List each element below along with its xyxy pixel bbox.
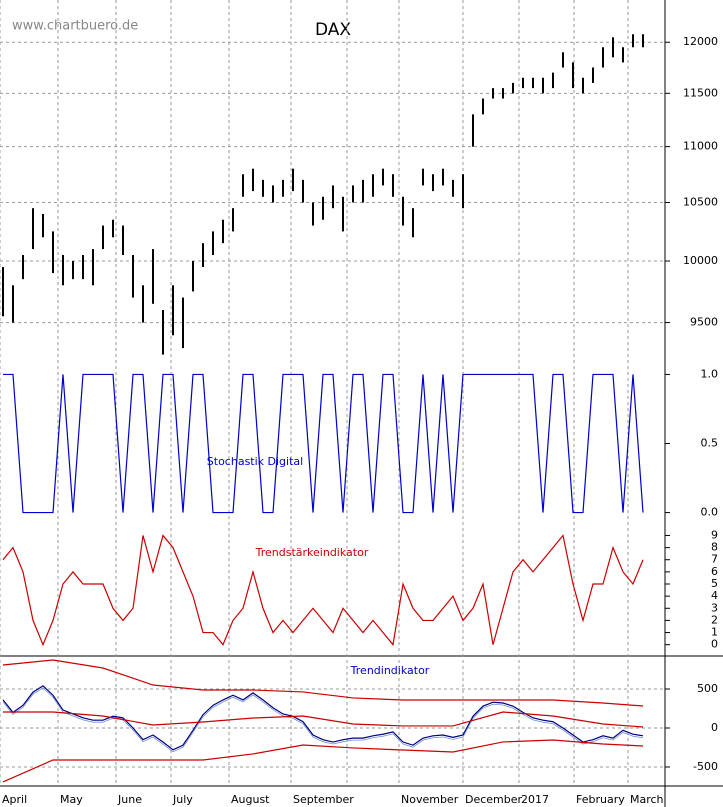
y-tick-label: 7 xyxy=(711,553,718,566)
y-tick-label: 11500 xyxy=(683,86,718,99)
panel-title: Trendindikator xyxy=(350,664,430,677)
y-tick-label: 10500 xyxy=(683,195,718,208)
y-tick-label: -500 xyxy=(693,760,718,773)
x-tick-label: November xyxy=(401,793,459,806)
y-tick-label: 1.0 xyxy=(701,367,719,380)
x-tick-label: May xyxy=(60,793,83,806)
x-tick-label: August xyxy=(231,793,270,806)
trend-line xyxy=(2,659,644,707)
y-tick-label: 6 xyxy=(711,565,718,578)
x-tick-label: March xyxy=(630,793,664,806)
y-tick-label: 1 xyxy=(711,626,718,639)
indicator-line xyxy=(2,534,644,647)
y-tick-label: 9 xyxy=(711,528,718,541)
x-tick-label: February xyxy=(576,793,625,806)
y-tick-label: 5 xyxy=(711,577,718,590)
trend-line-shadow xyxy=(2,687,644,753)
x-tick-label: September xyxy=(293,793,354,806)
trend-line xyxy=(3,711,644,728)
y-tick-label: 8 xyxy=(711,541,718,554)
x-tick-label: July xyxy=(172,793,193,806)
chart-title: DAX xyxy=(315,20,351,40)
y-tick-label: 4 xyxy=(711,589,718,602)
y-tick-label: 0 xyxy=(711,638,718,651)
panel-title: Stochastik Digital xyxy=(207,455,303,468)
x-tick-label: 2017 xyxy=(521,793,549,806)
x-tick-label: April xyxy=(2,793,27,806)
y-tick-label: 10000 xyxy=(683,254,718,267)
trend-line xyxy=(2,739,644,783)
panel-title: Trendstärkeindikator xyxy=(255,546,369,559)
y-tick-label: 3 xyxy=(711,601,718,614)
y-tick-label: 12000 xyxy=(683,35,718,48)
y-tick-label: 2 xyxy=(711,613,718,626)
y-tick-label: 0.0 xyxy=(701,506,719,519)
y-tick-label: 500 xyxy=(697,682,718,695)
y-tick-label: 0.5 xyxy=(701,437,719,450)
x-tick-label: June xyxy=(117,793,142,806)
y-tick-label: 9500 xyxy=(690,316,718,329)
y-tick-label: 11000 xyxy=(683,140,718,153)
x-tick-label: December xyxy=(465,793,523,806)
y-tick-label: 0 xyxy=(711,721,718,734)
indicator-line xyxy=(3,373,644,514)
watermark: www.chartbuero.de xyxy=(12,19,138,34)
